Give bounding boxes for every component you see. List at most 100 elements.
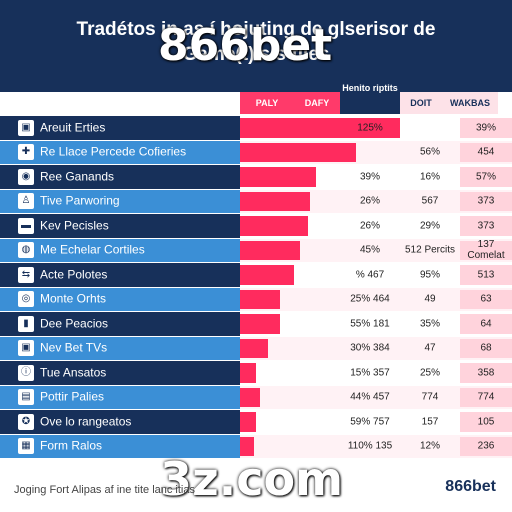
row-cells: 45% 512 Percits 137 Comelat xyxy=(240,238,512,262)
data-label: 29% xyxy=(419,220,440,232)
data-label: 110% 135 xyxy=(347,440,393,452)
data-label: 57% xyxy=(475,171,496,183)
chart-title-line1: Tradétos in as í hojuting de glserisor d… xyxy=(76,19,436,40)
table-row: ◉ Ree Ganands 39% 16% 57% xyxy=(0,165,512,189)
data-label: 373 xyxy=(477,195,495,207)
highlight-column-cell xyxy=(460,240,512,260)
highlight-column-cell xyxy=(460,436,512,456)
data-label: 45% xyxy=(359,244,380,256)
row-cells: 110% 135 12% 236 xyxy=(240,434,512,458)
highlight-column-cell xyxy=(460,142,512,162)
column-header-3: Henito riptits xyxy=(340,78,400,114)
row-icon: ▦ xyxy=(18,438,34,455)
data-label: 513 xyxy=(477,269,495,281)
row-label: ◎ Monte Orhts xyxy=(0,287,240,311)
row-label: ✚ Re Llace Percede Cofieries xyxy=(0,140,240,164)
row-cells: % 467 95% 513 xyxy=(240,263,512,287)
row-label-text: Tue Ansatos xyxy=(40,365,107,380)
row-label-text: Dee Peacios xyxy=(40,316,109,331)
row-label: ✪ Ove lo rangeatos xyxy=(0,410,240,434)
data-label: 454 xyxy=(477,146,495,158)
table-row: ▣ Areuit Erties 125% 39% xyxy=(0,116,512,140)
highlight-column-cell xyxy=(460,289,512,309)
table-row: ▮ Dee Peacios 55% 181 35% 64 xyxy=(0,312,512,336)
row-icon: ♙ xyxy=(18,193,34,210)
data-label: 44% 457 xyxy=(350,391,390,403)
row-cells: 56% 454 xyxy=(240,140,512,164)
row-cells: 15% 357 25% 358 xyxy=(240,361,512,385)
row-icon: ◎ xyxy=(18,291,34,308)
data-label: 774 xyxy=(477,391,495,403)
data-label: % 467 xyxy=(355,269,385,281)
data-label: 157 xyxy=(421,416,439,428)
row-icon: ⓘ xyxy=(18,364,34,381)
row-label-text: Tive Parworing xyxy=(40,193,120,208)
row-label-text: Kev Pecisles xyxy=(40,218,109,233)
highlight-column-cell xyxy=(460,387,512,407)
row-label: ♙ Tive Parworing xyxy=(0,189,240,213)
data-label: 49 xyxy=(424,293,436,305)
watermark-bottom: 3z.com xyxy=(160,452,344,506)
row-icon: ▮ xyxy=(18,315,34,332)
data-label: 39% xyxy=(475,122,496,134)
row-icon: ⇆ xyxy=(18,266,34,283)
column-header-1: PALY xyxy=(240,92,294,114)
data-bar xyxy=(240,118,400,138)
data-label: 512 Percits xyxy=(404,244,456,256)
data-label: 56% xyxy=(419,146,440,158)
data-label: 26% xyxy=(359,220,380,232)
row-label-text: Pottir Palies xyxy=(40,389,105,404)
highlight-column-cell xyxy=(460,167,512,187)
highlight-column-cell xyxy=(460,412,512,432)
row-icon: ✚ xyxy=(18,144,34,161)
brand-logo: 866bet xyxy=(445,478,496,495)
row-icon: ◉ xyxy=(18,168,34,185)
row-label: ⓘ Tue Ansatos xyxy=(0,361,240,385)
data-label: 373 xyxy=(477,220,495,232)
data-label: 68 xyxy=(480,342,492,354)
row-label: ▬ Kev Pecisles xyxy=(0,214,240,238)
highlight-column-cell xyxy=(460,314,512,334)
row-icon: ◍ xyxy=(18,242,34,259)
column-header-4: DOIT xyxy=(400,92,442,114)
table-row: ▣ Nev Bet TVs 30% 384 47 68 xyxy=(0,336,512,360)
data-bar xyxy=(240,216,308,236)
row-label-text: Ree Ganands xyxy=(40,169,115,184)
table-row: ▦ Form Ralos 110% 135 12% 236 xyxy=(0,434,512,458)
row-label-text: Areuit Erties xyxy=(40,120,106,135)
data-label: 35% xyxy=(419,318,440,330)
data-label: 30% 384 xyxy=(350,342,390,354)
chart-header xyxy=(0,0,512,92)
row-label-text: Monte Orhts xyxy=(40,291,107,306)
highlight-column-cell xyxy=(460,338,512,358)
row-label: ▦ Form Ralos xyxy=(0,434,240,458)
data-label: 25% 464 xyxy=(350,293,390,305)
data-label: 236 xyxy=(477,440,495,452)
row-label: ◍ Me Echelar Cortiles xyxy=(0,238,240,262)
data-label: 55% 181 xyxy=(350,318,390,330)
data-label: 47 xyxy=(424,342,436,354)
row-label-text: Re Llace Percede Cofieries xyxy=(40,144,187,159)
row-label: ▤ Pottir Palies xyxy=(0,385,240,409)
data-bar xyxy=(240,387,260,407)
data-label: 358 xyxy=(477,367,495,379)
row-icon: ▤ xyxy=(18,389,34,406)
data-bar xyxy=(240,142,356,162)
data-label: 25% xyxy=(419,367,440,379)
data-label: 125% xyxy=(357,122,383,134)
row-label-text: Nev Bet TVs xyxy=(40,340,108,355)
row-icon: ▣ xyxy=(18,119,34,136)
column-header-5: WAKBAS xyxy=(442,92,498,114)
data-label: 64 xyxy=(480,318,492,330)
data-bar xyxy=(240,167,316,187)
data-bar xyxy=(240,289,280,309)
data-bar xyxy=(240,338,268,358)
data-bar xyxy=(240,314,280,334)
table-row: ⓘ Tue Ansatos 15% 357 25% 358 xyxy=(0,361,512,385)
highlight-column-cell xyxy=(460,363,512,383)
data-bar xyxy=(240,363,256,383)
table-row: ⇆ Acte Polotes % 467 95% 513 xyxy=(0,263,512,287)
data-label: 105 xyxy=(477,416,495,428)
row-label: ◉ Ree Ganands xyxy=(0,165,240,189)
row-label: ▣ Nev Bet TVs xyxy=(0,336,240,360)
